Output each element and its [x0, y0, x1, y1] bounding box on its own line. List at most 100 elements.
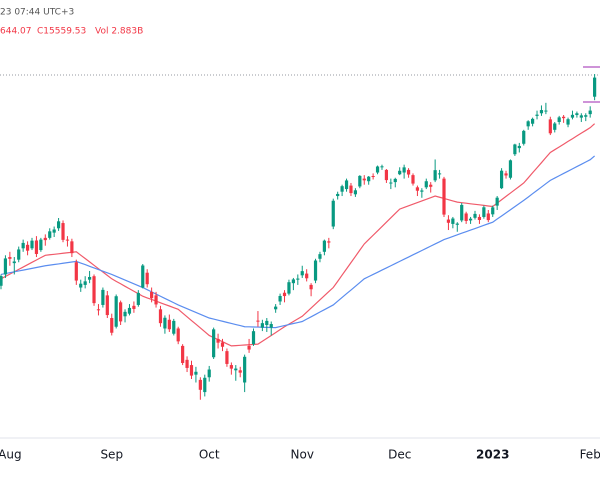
candle-body: [96, 309, 101, 311]
candle-body: [389, 182, 393, 184]
candle-body: [593, 77, 597, 97]
candle-body: [154, 295, 158, 305]
candle-body: [287, 282, 291, 294]
candle-body: [535, 114, 539, 116]
candle-body: [411, 175, 415, 184]
candle-body: [114, 296, 118, 327]
candle-body: [477, 216, 482, 220]
candle-body: [105, 295, 109, 316]
candle-body: [220, 342, 225, 347]
candle-body: [508, 160, 513, 178]
candle-body: [83, 281, 87, 285]
candle-body: [371, 176, 375, 177]
candle-body: [393, 178, 397, 183]
header-volume: Vol 2.883B: [95, 27, 143, 37]
candle-body: [65, 239, 70, 241]
candle-body: [52, 229, 56, 233]
moving-average: [0, 155, 596, 329]
header-low: 644.07: [0, 27, 32, 37]
candle-body: [300, 271, 304, 276]
candle-body: [584, 115, 588, 117]
candle-body: [8, 257, 12, 259]
candle-body: [278, 295, 282, 302]
candle-body: [402, 167, 406, 173]
candle-body: [282, 292, 287, 297]
candle-body: [539, 110, 544, 114]
candle-body: [424, 181, 428, 188]
candle-body: [291, 279, 295, 284]
candle-body: [362, 178, 366, 181]
candle-body: [375, 166, 380, 173]
candle-body: [451, 218, 455, 224]
candle-body: [110, 318, 114, 333]
candle-body: [194, 371, 198, 375]
candle-body: [522, 130, 526, 144]
candle-body: [167, 319, 171, 330]
candle-body: [548, 119, 552, 134]
candle-body: [313, 260, 318, 281]
candle-body: [34, 240, 39, 254]
candle-body: [553, 123, 557, 130]
candle-body: [495, 197, 499, 206]
candle-body: [336, 193, 340, 197]
candle-body: [30, 240, 34, 249]
candle-body: [207, 369, 211, 378]
candle-body: [225, 351, 229, 364]
candle-body: [136, 292, 140, 305]
candle-body: [588, 110, 592, 115]
candle-body: [544, 110, 548, 112]
candle-body: [181, 345, 185, 363]
candle-body: [229, 365, 233, 369]
candle-body: [12, 261, 16, 264]
candle-body: [499, 170, 504, 189]
candle-body: [491, 207, 495, 215]
candle-body: [145, 272, 149, 285]
candle-body: [21, 242, 25, 249]
candle-body: [486, 213, 490, 221]
candle-body: [251, 331, 256, 345]
candle-body: [318, 254, 322, 259]
candle-body: [56, 221, 61, 229]
x-tick-label: Sep: [100, 448, 123, 462]
candle-body: [101, 289, 105, 305]
candle-body: [575, 113, 579, 116]
candle-body: [526, 121, 530, 127]
candle-body: [349, 185, 353, 194]
candle-body: [216, 338, 220, 343]
candle-body: [305, 273, 309, 279]
candle-body: [127, 307, 132, 314]
candle-body: [150, 291, 154, 299]
candle-body: [17, 249, 21, 260]
header-time: 23 07:44 UTC+3: [0, 8, 74, 18]
candle-body: [455, 223, 459, 225]
candle-body: [260, 323, 264, 328]
candle-body: [415, 187, 420, 191]
header-close: C15559.53: [37, 27, 86, 37]
candle-body: [433, 170, 437, 181]
candle-body: [189, 365, 194, 376]
candle-body: [473, 213, 477, 218]
x-tick-label: Oct: [199, 448, 220, 462]
candle-body: [79, 283, 83, 288]
moving-average: [0, 123, 596, 347]
candle-body: [132, 305, 136, 309]
candle-body: [340, 186, 344, 192]
candle-body: [358, 175, 362, 187]
candle-body: [70, 241, 74, 254]
candle-body: [309, 284, 313, 290]
candle-body: [562, 116, 566, 119]
candle-body: [482, 207, 486, 217]
candle-body: [43, 237, 47, 241]
candle-body: [327, 241, 331, 243]
candle-body: [25, 244, 30, 251]
candle-body: [185, 359, 189, 368]
candle-body: [566, 119, 570, 125]
candle-body: [367, 176, 371, 182]
candle-body: [92, 276, 96, 304]
candle-body: [274, 306, 278, 310]
candle-body: [579, 115, 583, 118]
candle-body: [172, 320, 176, 334]
candle-body: [517, 145, 521, 149]
